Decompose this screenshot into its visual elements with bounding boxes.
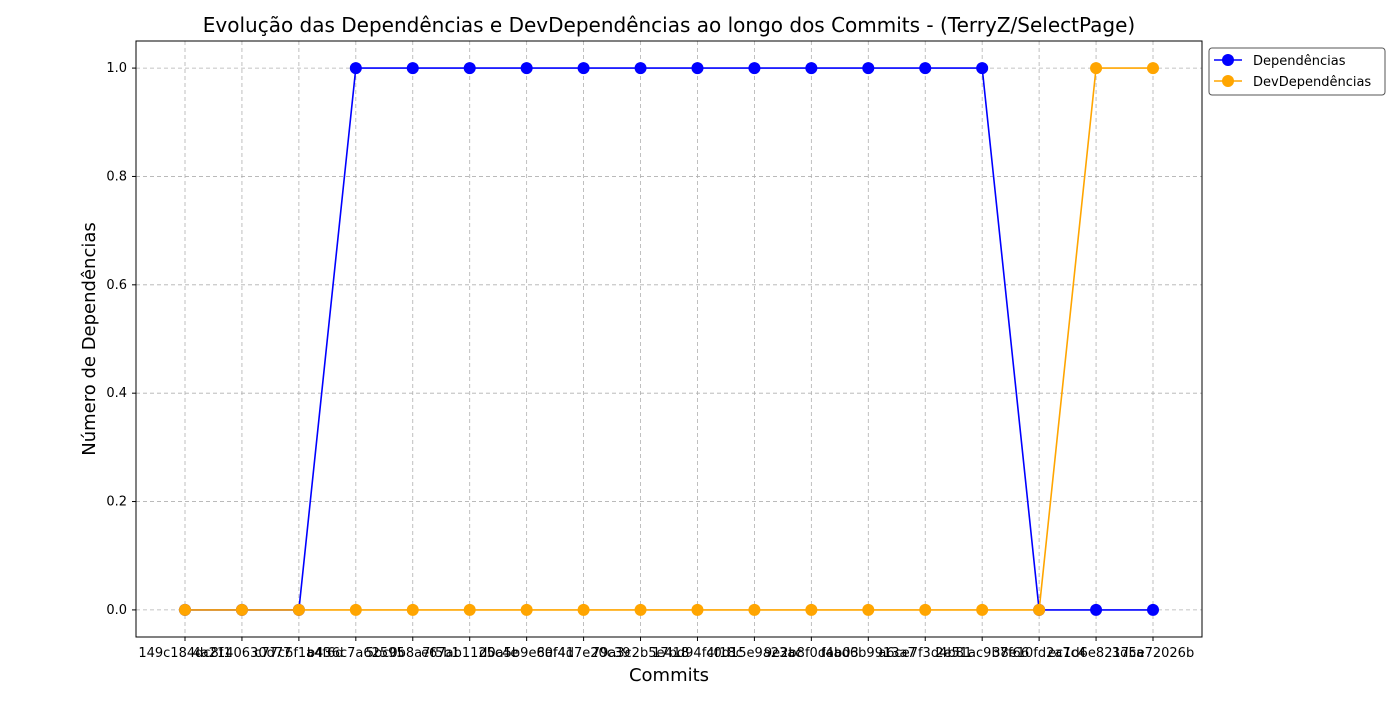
- series-1: [179, 62, 1159, 616]
- plot-area: [135, 40, 1203, 638]
- data-point: [179, 603, 191, 616]
- data-point: [349, 62, 362, 75]
- x-tick-label: f4ad6b9913a7: [821, 646, 916, 661]
- x-tick-label: ec1d6e8217ca: [1048, 646, 1144, 661]
- x-tick-label: 3d5e72026b: [1112, 646, 1194, 661]
- y-tick-label: 0.8: [106, 169, 127, 184]
- data-point: [976, 62, 989, 75]
- data-point: [463, 62, 476, 75]
- legend-label: Dependências: [1253, 54, 1346, 69]
- data-point: [976, 603, 989, 616]
- data-point: [862, 603, 875, 616]
- y-tick-label: 0.2: [106, 495, 127, 510]
- data-point: [520, 603, 533, 616]
- x-tick-label: 17bd94f4f18c: [652, 646, 743, 661]
- x-tick-label: 8af4d7e20c39: [537, 646, 631, 661]
- data-point: [919, 62, 932, 75]
- legend-box: [1208, 47, 1386, 96]
- data-point: [1090, 603, 1103, 616]
- x-tick-label: 4a2140630d77: [192, 646, 291, 661]
- data-point: [1090, 62, 1103, 75]
- chart-title: Evolução das Dependências e DevDependênc…: [203, 13, 1135, 37]
- data-point: [463, 603, 476, 616]
- data-point: [235, 603, 248, 616]
- data-point: [577, 603, 590, 616]
- grid: [136, 41, 1202, 637]
- y-axis-label: Número de Dependências: [79, 222, 100, 456]
- data-point: [634, 62, 647, 75]
- x-tick-label: a6ce7f3d4b81: [878, 646, 972, 661]
- data-point: [691, 62, 704, 75]
- x-axis-label: Commits: [629, 665, 709, 686]
- series-line: [185, 67, 1153, 611]
- data-point: [691, 603, 704, 616]
- data-point: [1033, 603, 1046, 616]
- y-tick-label: 1.0: [106, 61, 127, 76]
- data-point: [634, 603, 647, 616]
- data-point: [349, 603, 362, 616]
- x-tick-label: e67ab1125c4e: [421, 646, 518, 661]
- data-point: [520, 62, 533, 75]
- data-point: [406, 62, 419, 75]
- legend-label: DevDependências: [1253, 75, 1371, 90]
- y-tick-label: 0.6: [106, 278, 127, 293]
- y-axis: 0.0 0.2 0.4 0.6 0.8 1.0: [106, 61, 136, 618]
- legend-marker: [1222, 75, 1234, 87]
- x-tick-label: 38e10fd2a7c4: [992, 646, 1086, 661]
- legend: Dependências DevDependências: [1208, 47, 1386, 96]
- data-point: [919, 603, 932, 616]
- series-2: [179, 62, 1159, 616]
- x-tick-label: 2e51ac9b7f66: [935, 646, 1029, 661]
- data-point: [1147, 62, 1159, 75]
- x-tick-label: c0d15e9a23ac: [706, 646, 802, 661]
- x-tick-label: 149c184dc8f1: [138, 646, 231, 661]
- x-axis: 149c184dc8f14a2140630d77c77c6f1a4f6db436…: [138, 637, 1194, 661]
- series-line: [185, 67, 1153, 611]
- x-tick-label: d0a5b9e60f41: [479, 646, 574, 661]
- x-tick-label: 79a3c2b5e418: [592, 646, 690, 661]
- legend-marker: [1222, 54, 1234, 66]
- data-point: [805, 62, 818, 75]
- x-tick-label: 5bc0b8a7f5b1: [366, 646, 460, 661]
- x-tick-label: 9e2b8f0dab03: [764, 646, 859, 661]
- data-point: [577, 62, 590, 75]
- y-tick-label: 0.0: [106, 603, 127, 618]
- data-point: [292, 603, 305, 616]
- x-tick-label: b436c7a62595: [307, 646, 405, 661]
- series-group: [179, 62, 1159, 616]
- data-point: [805, 603, 818, 616]
- data-point: [406, 603, 419, 616]
- data-point: [748, 62, 761, 75]
- data-point: [1147, 603, 1159, 616]
- data-point: [862, 62, 875, 75]
- data-point: [748, 603, 761, 616]
- x-tick-label: c77c6f1a4f6d: [254, 646, 343, 661]
- y-tick-label: 0.4: [106, 386, 127, 401]
